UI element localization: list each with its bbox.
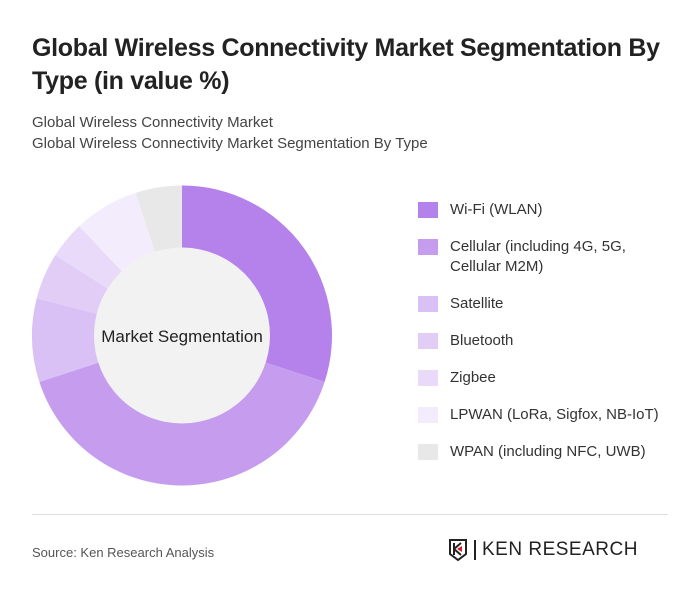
donut-chart: Market Segmentation [32,185,332,486]
legend-item: LPWAN (LoRa, Sigfox, NB-IoT) [418,405,680,425]
legend-item: Wi-Fi (WLAN) [418,200,680,220]
center-label: Market Segmentation [101,327,263,346]
legend-label: Cellular (including 4G, 5G, Cellular M2M… [450,238,626,275]
legend-label: LPWAN (LoRa, Sigfox, NB-IoT) [450,406,659,423]
chart-title: Global Wireless Connectivity Market Segm… [32,34,660,95]
legend-item: WPAN (including NFC, UWB) [418,442,680,462]
legend-swatch [418,444,438,460]
legend-label: Bluetooth [450,332,514,349]
legend-label: Satellite [450,295,504,312]
subtitle-segmentation: Global Wireless Connectivity Market Segm… [32,135,428,152]
ken-logo-icon [449,539,467,562]
legend-swatch [418,239,438,255]
legend-item: Bluetooth [418,331,680,351]
legend: Wi-Fi (WLAN) Cellular (including 4G, 5G, … [418,200,680,479]
ken-research-logo: KEN RESEARCH [448,538,638,562]
legend-item: Satellite [418,294,680,314]
legend-swatch [418,370,438,386]
legend-label: Zigbee [450,369,496,386]
legend-swatch [418,296,438,312]
legend-label: WPAN (including NFC, UWB) [450,443,646,460]
legend-swatch [418,333,438,349]
legend-swatch [418,407,438,423]
legend-item: Zigbee [418,368,680,388]
legend-label: Wi-Fi (WLAN) [450,201,543,218]
legend-swatch [418,202,438,218]
source-note: Source: Ken Research Analysis [32,545,215,560]
legend-item: Cellular (including 4G, 5G, Cellular M2M… [418,237,680,277]
subtitle-market: Global Wireless Connectivity Market [32,114,273,131]
logo-text: KEN RESEARCH [474,540,638,560]
divider [32,514,668,515]
donut-center [94,247,270,424]
